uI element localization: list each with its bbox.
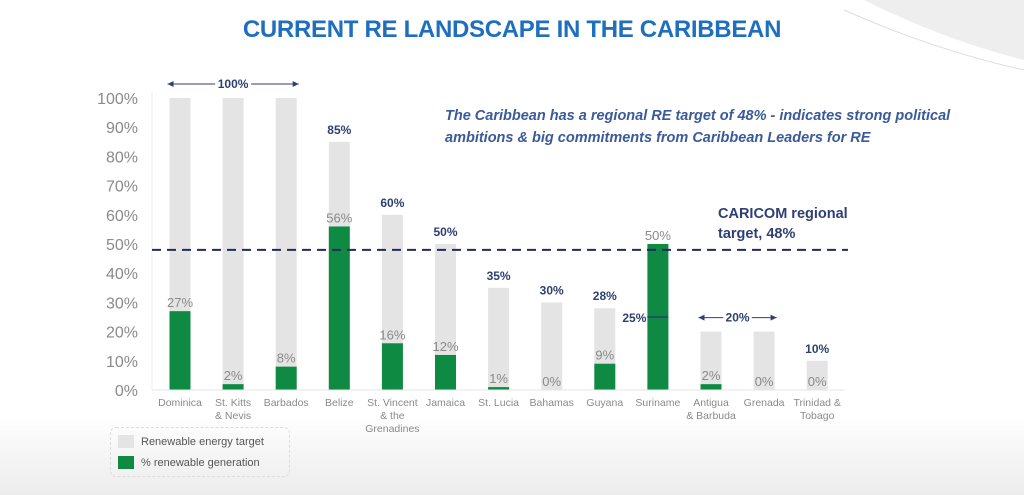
target-label: 10%	[805, 342, 829, 356]
target-label: 30%	[540, 283, 564, 297]
generation-label: 0%	[755, 374, 774, 389]
category-label: Barbados	[264, 397, 309, 409]
y-tick-label: 0%	[115, 383, 138, 400]
arrow-right-icon	[292, 81, 299, 87]
generation-bar	[700, 384, 722, 390]
generation-label: 27%	[167, 295, 193, 310]
arrow-right-icon	[770, 314, 777, 321]
y-axis: 0% 10% 20% 30% 40% 50% 60% 70% 80% 90% 100%	[97, 91, 153, 400]
generation-bar	[594, 363, 616, 390]
group-label: 100%	[218, 77, 249, 91]
legend: Renewable energy target % renewable gene…	[110, 427, 290, 477]
arrow-left-icon	[167, 81, 174, 87]
y-tick-label: 90%	[106, 120, 138, 137]
annotation-note: The Caribbean has a regional RE target o…	[445, 108, 951, 146]
category-label: Jamaica	[426, 397, 465, 409]
y-tick-label: 60%	[106, 208, 138, 225]
target-label: 28%	[593, 289, 617, 303]
legend-swatch-generation	[118, 456, 134, 469]
category-label: Dominica	[158, 397, 202, 409]
legend-label: % renewable generation	[141, 456, 260, 469]
generation-label: 56%	[326, 210, 352, 225]
category-label: Belize	[325, 397, 354, 409]
legend-item-generation: % renewable generation	[118, 456, 260, 469]
group-label: 20%	[726, 311, 750, 325]
target-bar	[753, 331, 775, 390]
category-label: St. Lucia	[478, 397, 519, 409]
y-tick-label: 100%	[97, 91, 138, 108]
category-label: St. Vincent	[367, 397, 418, 409]
y-tick-label: 30%	[106, 295, 138, 312]
generation-label: 0%	[542, 374, 561, 389]
target-bar	[275, 98, 297, 390]
annotations: 100% 20% CARICOM regional target, 48%	[152, 77, 848, 325]
background-decoration	[843, 0, 1024, 71]
data-labels: 27% 2% 8% 56% 85% 16% 60% 12% 50% 1% 35% 0% 30% 9% 28%…	[167, 123, 830, 389]
y-tick-label: 70%	[106, 179, 138, 196]
target-bar	[700, 331, 722, 390]
target-label: 50%	[433, 225, 457, 239]
target-bar	[435, 244, 456, 390]
generation-label: 12%	[432, 339, 458, 354]
generation-bar	[328, 226, 350, 390]
category-label: Grenada	[744, 397, 785, 409]
generation-label: 16%	[379, 327, 405, 342]
y-tick-label: 80%	[106, 149, 138, 166]
regional-target-label: target, 48%	[718, 226, 795, 242]
generation-label: 9%	[595, 348, 614, 363]
generation-bar	[169, 311, 191, 390]
legend-label: Renewable energy target	[141, 435, 264, 448]
generation-bar	[275, 366, 297, 390]
category-label: Antigua	[693, 397, 729, 409]
generation-bar	[381, 343, 403, 390]
arrow-left-icon	[698, 314, 705, 321]
generation-bar	[222, 384, 244, 390]
category-label: Suriname	[635, 397, 680, 409]
y-tick-label: 40%	[106, 266, 138, 283]
page-title: CURRENT RE LANDSCAPE IN THE CARIBBEAN	[242, 16, 782, 43]
target-label: 35%	[487, 269, 511, 283]
target-label: 25%	[622, 311, 646, 325]
category-label: St. Kitts	[215, 397, 251, 409]
regional-target-label: CARICOM regional	[718, 206, 848, 222]
category-label: & Nevis	[215, 410, 251, 422]
category-label: Trinidad &	[793, 397, 840, 409]
background-fade	[0, 415, 1024, 495]
generation-label: 2%	[702, 368, 721, 383]
x-axis: Dominica St. Kitts& Nevis Barbados Belize St…	[152, 389, 845, 435]
bars	[169, 98, 828, 390]
generation-label: 1%	[489, 371, 508, 386]
target-bar	[222, 98, 244, 390]
generation-label: 2%	[224, 368, 243, 383]
category-label: Tobago	[800, 410, 835, 422]
category-label: & Barbuda	[686, 410, 736, 422]
target-bar	[541, 302, 563, 390]
generation-bar	[488, 387, 510, 390]
y-tick-label: 20%	[106, 325, 138, 342]
category-label: & the	[380, 410, 405, 422]
generation-label: 0%	[808, 374, 827, 389]
category-label: Grenadines	[365, 423, 419, 435]
target-bar	[806, 360, 828, 390]
y-tick-label: 50%	[106, 237, 138, 254]
target-label: 60%	[380, 196, 404, 210]
y-tick-label: 10%	[106, 354, 138, 371]
generation-label: 8%	[277, 351, 296, 366]
legend-item-target: Renewable energy target	[118, 435, 264, 448]
target-label: 85%	[327, 123, 351, 137]
legend-swatch-target	[118, 435, 134, 448]
generation-label: 50%	[645, 228, 671, 243]
category-label: Bahamas	[530, 397, 574, 409]
generation-bar	[435, 354, 456, 390]
target-bar	[488, 287, 510, 390]
category-label: Guyana	[586, 397, 623, 409]
